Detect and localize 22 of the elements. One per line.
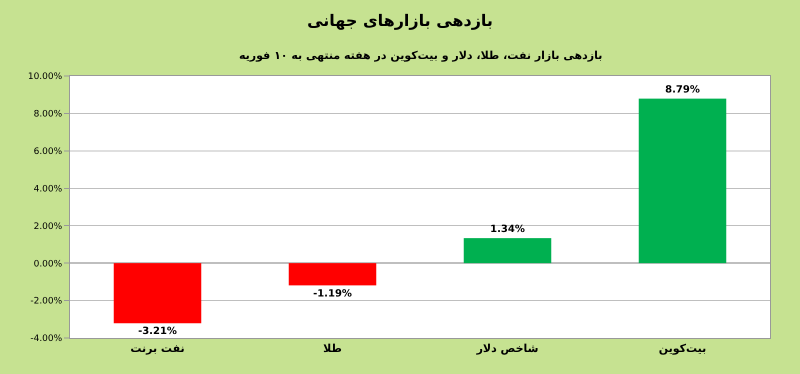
- x-tick-label: بیت‌کوین: [658, 342, 706, 356]
- y-tick-label: 6.00%: [34, 147, 63, 158]
- bar: [288, 263, 376, 286]
- y-tick-label: 4.00%: [34, 184, 63, 194]
- y-tick-label: 10.00%: [28, 72, 63, 82]
- data-label: -3.21%: [138, 326, 177, 338]
- chart-title: بازدهی بازارهای جهانی: [307, 11, 493, 30]
- chart-subtitle: بازدهی بازار نفت، طلا، دلار و بیت‌کوین در هفته منتهی به ۱۰ فوریه: [239, 49, 602, 62]
- data-label: 8.79%: [665, 84, 700, 96]
- y-tick-label: 8.00%: [34, 110, 63, 120]
- data-label: 1.34%: [490, 224, 525, 236]
- y-tick-label: -4.00%: [30, 334, 63, 344]
- bar: [464, 238, 552, 264]
- x-tick-label: طلا: [323, 342, 342, 356]
- y-tick-label: 2.00%: [34, 222, 63, 232]
- y-tick-label: -2.00%: [30, 296, 63, 307]
- x-tick-label: شاخص دلار: [476, 342, 538, 356]
- x-tick-label: نفت برنت: [130, 342, 185, 356]
- y-tick-label: 0.00%: [34, 259, 63, 270]
- bar: [638, 98, 726, 264]
- bar: [114, 263, 202, 324]
- data-label: -1.19%: [313, 288, 352, 300]
